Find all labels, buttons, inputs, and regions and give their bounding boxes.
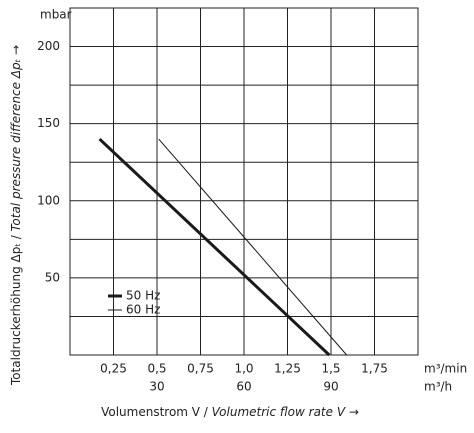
x-tick-label: 1,75 bbox=[361, 362, 388, 376]
legend-label: 50 Hz bbox=[126, 289, 160, 303]
y-tick-label: 200 bbox=[37, 39, 60, 53]
y-label-de: Totaldruckerhöhung Δpₜ / bbox=[9, 231, 23, 386]
x-tick-label: 0,5 bbox=[147, 362, 166, 376]
series-line bbox=[98, 137, 331, 357]
x-axis-label: Volumenstrom V / Volumetric flow rate V … bbox=[101, 405, 359, 419]
x-tick-label: 0,25 bbox=[100, 362, 127, 376]
x-label-de: Volumenstrom V / bbox=[101, 405, 212, 419]
y-label-en: Total pressure difference Δpₜ → bbox=[9, 45, 23, 232]
y-tick-label: 150 bbox=[37, 116, 60, 130]
x-tick-label: 1,0 bbox=[234, 362, 253, 376]
y-axis-label: Totaldruckerhöhung Δpₜ / Total pressure … bbox=[9, 45, 23, 386]
x2-tick-label: 30 bbox=[149, 380, 164, 394]
x-tick-label: 1,25 bbox=[274, 362, 301, 376]
x-label-en: Volumetric flow rate V → bbox=[212, 405, 359, 419]
x-tick-label: 1,5 bbox=[321, 362, 340, 376]
y-tick-label: 100 bbox=[37, 193, 60, 207]
series-line bbox=[158, 138, 348, 356]
x2-unit: m³/h bbox=[424, 380, 452, 394]
x-unit: m³/min bbox=[424, 362, 467, 376]
x2-tick-label: 60 bbox=[236, 380, 251, 394]
y-tick-label: 50 bbox=[45, 270, 60, 284]
y-unit: mbar bbox=[40, 8, 72, 22]
legend-label: 60 Hz bbox=[126, 303, 160, 317]
x2-tick-label: 90 bbox=[323, 380, 338, 394]
x-tick-label: 0,75 bbox=[187, 362, 214, 376]
